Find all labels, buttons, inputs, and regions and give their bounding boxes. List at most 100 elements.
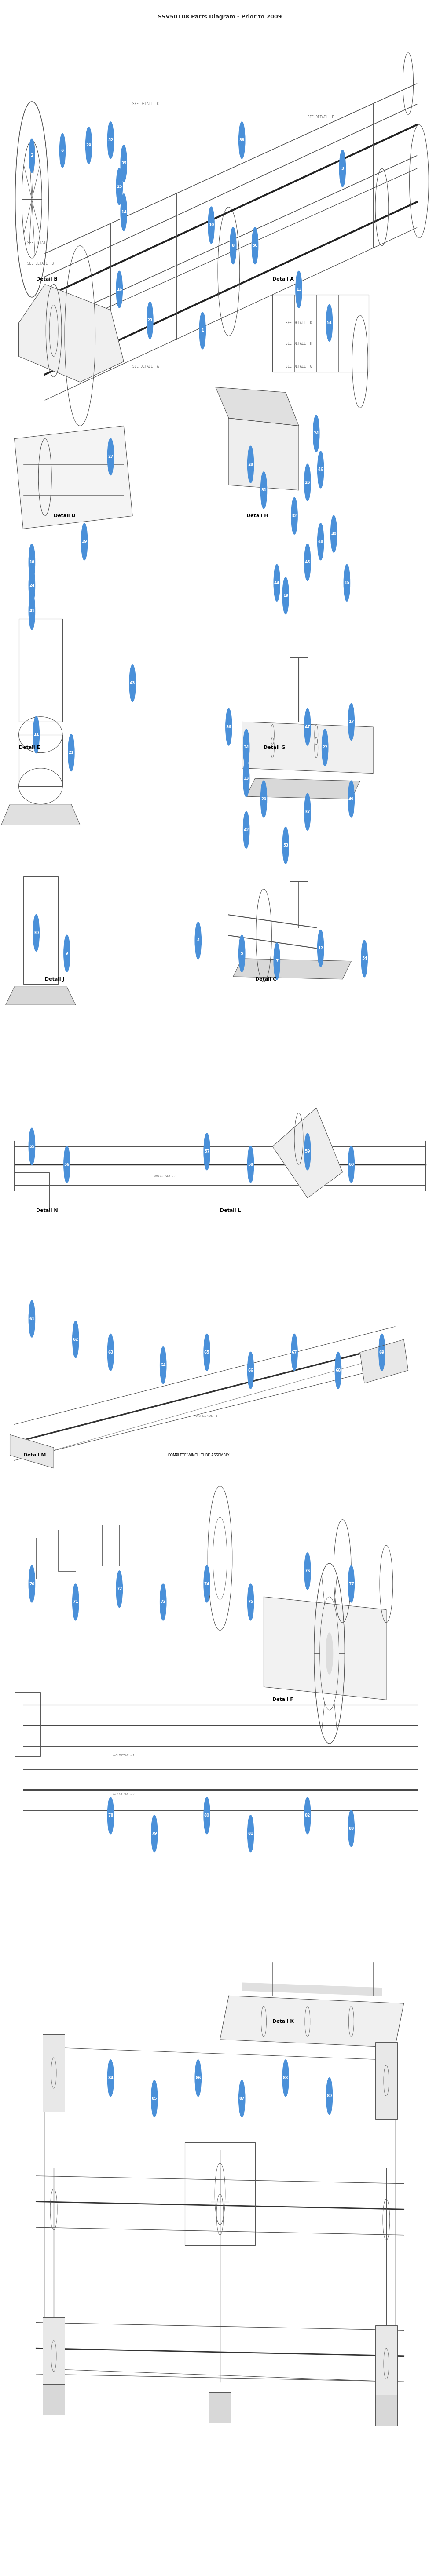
Text: 8: 8 bbox=[232, 245, 235, 247]
Circle shape bbox=[326, 304, 333, 340]
Circle shape bbox=[107, 1334, 114, 1370]
Circle shape bbox=[204, 1133, 210, 1170]
Text: 16: 16 bbox=[117, 289, 122, 291]
Text: 29: 29 bbox=[86, 144, 92, 147]
Circle shape bbox=[248, 1584, 254, 1620]
Circle shape bbox=[147, 301, 153, 337]
Text: 64: 64 bbox=[160, 1363, 166, 1368]
Circle shape bbox=[304, 793, 311, 829]
Circle shape bbox=[248, 446, 254, 482]
Bar bbox=[19, 734, 62, 786]
Circle shape bbox=[151, 2081, 158, 2117]
Polygon shape bbox=[220, 1996, 404, 2048]
Circle shape bbox=[151, 1816, 158, 1852]
Text: 47: 47 bbox=[305, 724, 310, 729]
Text: 85: 85 bbox=[152, 2097, 157, 2099]
Circle shape bbox=[260, 471, 267, 507]
Text: NO DETAIL - 1: NO DETAIL - 1 bbox=[196, 1414, 217, 1417]
Text: 68: 68 bbox=[335, 1368, 341, 1373]
Text: SEE DETAIL  D: SEE DETAIL D bbox=[286, 322, 312, 325]
Text: Detail N: Detail N bbox=[36, 1208, 58, 1213]
Text: SEE DETAIL  B: SEE DETAIL B bbox=[27, 263, 54, 265]
Circle shape bbox=[29, 592, 35, 629]
Text: 75: 75 bbox=[248, 1600, 253, 1605]
Text: Detail D: Detail D bbox=[54, 513, 76, 518]
Circle shape bbox=[239, 121, 245, 160]
Bar bbox=[102, 1525, 119, 1566]
Text: 39: 39 bbox=[81, 541, 87, 544]
Text: 11: 11 bbox=[33, 732, 39, 737]
Text: 74: 74 bbox=[204, 1582, 210, 1587]
Text: 36: 36 bbox=[226, 724, 231, 729]
Circle shape bbox=[339, 149, 346, 188]
Circle shape bbox=[304, 1798, 311, 1834]
Text: 82: 82 bbox=[305, 1814, 310, 1819]
Text: SEE DETAIL  J: SEE DETAIL J bbox=[27, 242, 54, 245]
Circle shape bbox=[304, 544, 311, 580]
Polygon shape bbox=[6, 987, 76, 1005]
Circle shape bbox=[348, 1811, 354, 1847]
Circle shape bbox=[81, 523, 88, 559]
Text: 33: 33 bbox=[243, 775, 249, 781]
Text: 40: 40 bbox=[331, 533, 337, 536]
Circle shape bbox=[304, 464, 311, 500]
Circle shape bbox=[195, 922, 201, 958]
Text: SSV50108 Parts Diagram - Prior to 2009: SSV50108 Parts Diagram - Prior to 2009 bbox=[158, 13, 282, 21]
Circle shape bbox=[107, 1798, 114, 1834]
Text: 27: 27 bbox=[108, 456, 114, 459]
Circle shape bbox=[29, 1301, 35, 1337]
Bar bbox=[375, 2396, 397, 2427]
Text: 42: 42 bbox=[243, 827, 249, 832]
Circle shape bbox=[243, 760, 249, 796]
Circle shape bbox=[248, 1352, 254, 1388]
Circle shape bbox=[199, 312, 205, 348]
Text: 44: 44 bbox=[274, 580, 280, 585]
Text: 66: 66 bbox=[248, 1368, 253, 1373]
Polygon shape bbox=[242, 1984, 382, 1996]
Text: 26: 26 bbox=[305, 482, 310, 484]
Polygon shape bbox=[272, 1108, 342, 1198]
Text: Detail J: Detail J bbox=[45, 976, 65, 981]
Text: SEE DETAIL  A: SEE DETAIL A bbox=[132, 366, 159, 368]
Bar bbox=[15, 1692, 40, 1757]
Polygon shape bbox=[229, 417, 299, 489]
Text: 88: 88 bbox=[283, 2076, 288, 2079]
Polygon shape bbox=[233, 958, 351, 979]
Bar bbox=[375, 2043, 397, 2120]
Text: 63: 63 bbox=[108, 1350, 114, 1355]
Circle shape bbox=[274, 564, 280, 600]
Circle shape bbox=[318, 523, 324, 559]
Text: 6: 6 bbox=[61, 149, 64, 152]
Circle shape bbox=[59, 134, 66, 167]
Text: SEE DETAIL  C: SEE DETAIL C bbox=[132, 103, 159, 106]
Circle shape bbox=[252, 227, 258, 265]
Text: 73: 73 bbox=[160, 1600, 166, 1605]
Text: 28: 28 bbox=[248, 464, 253, 466]
Text: 13: 13 bbox=[296, 289, 301, 291]
Circle shape bbox=[335, 1352, 341, 1388]
Text: NO DETAIL - 1: NO DETAIL - 1 bbox=[154, 1175, 176, 1177]
Text: 14: 14 bbox=[121, 211, 127, 214]
Circle shape bbox=[73, 1321, 79, 1358]
Text: 84: 84 bbox=[108, 2076, 114, 2079]
Text: 83: 83 bbox=[348, 1826, 354, 1832]
Circle shape bbox=[326, 1633, 333, 1674]
Circle shape bbox=[282, 827, 289, 863]
Text: 62: 62 bbox=[73, 1337, 78, 1342]
Bar bbox=[43, 2035, 65, 2112]
Circle shape bbox=[348, 1566, 354, 1602]
Text: 15: 15 bbox=[344, 580, 350, 585]
Text: 37: 37 bbox=[305, 809, 310, 814]
Text: Detail F: Detail F bbox=[272, 1698, 293, 1703]
Text: 7: 7 bbox=[275, 958, 278, 963]
Polygon shape bbox=[10, 1435, 54, 1468]
Circle shape bbox=[348, 781, 354, 817]
Circle shape bbox=[239, 2081, 245, 2117]
Circle shape bbox=[29, 139, 35, 173]
Circle shape bbox=[73, 1584, 79, 1620]
Circle shape bbox=[107, 438, 114, 474]
Text: 51: 51 bbox=[326, 322, 332, 325]
Text: 17: 17 bbox=[348, 719, 354, 724]
Circle shape bbox=[29, 544, 35, 580]
Text: 79: 79 bbox=[151, 1832, 157, 1837]
